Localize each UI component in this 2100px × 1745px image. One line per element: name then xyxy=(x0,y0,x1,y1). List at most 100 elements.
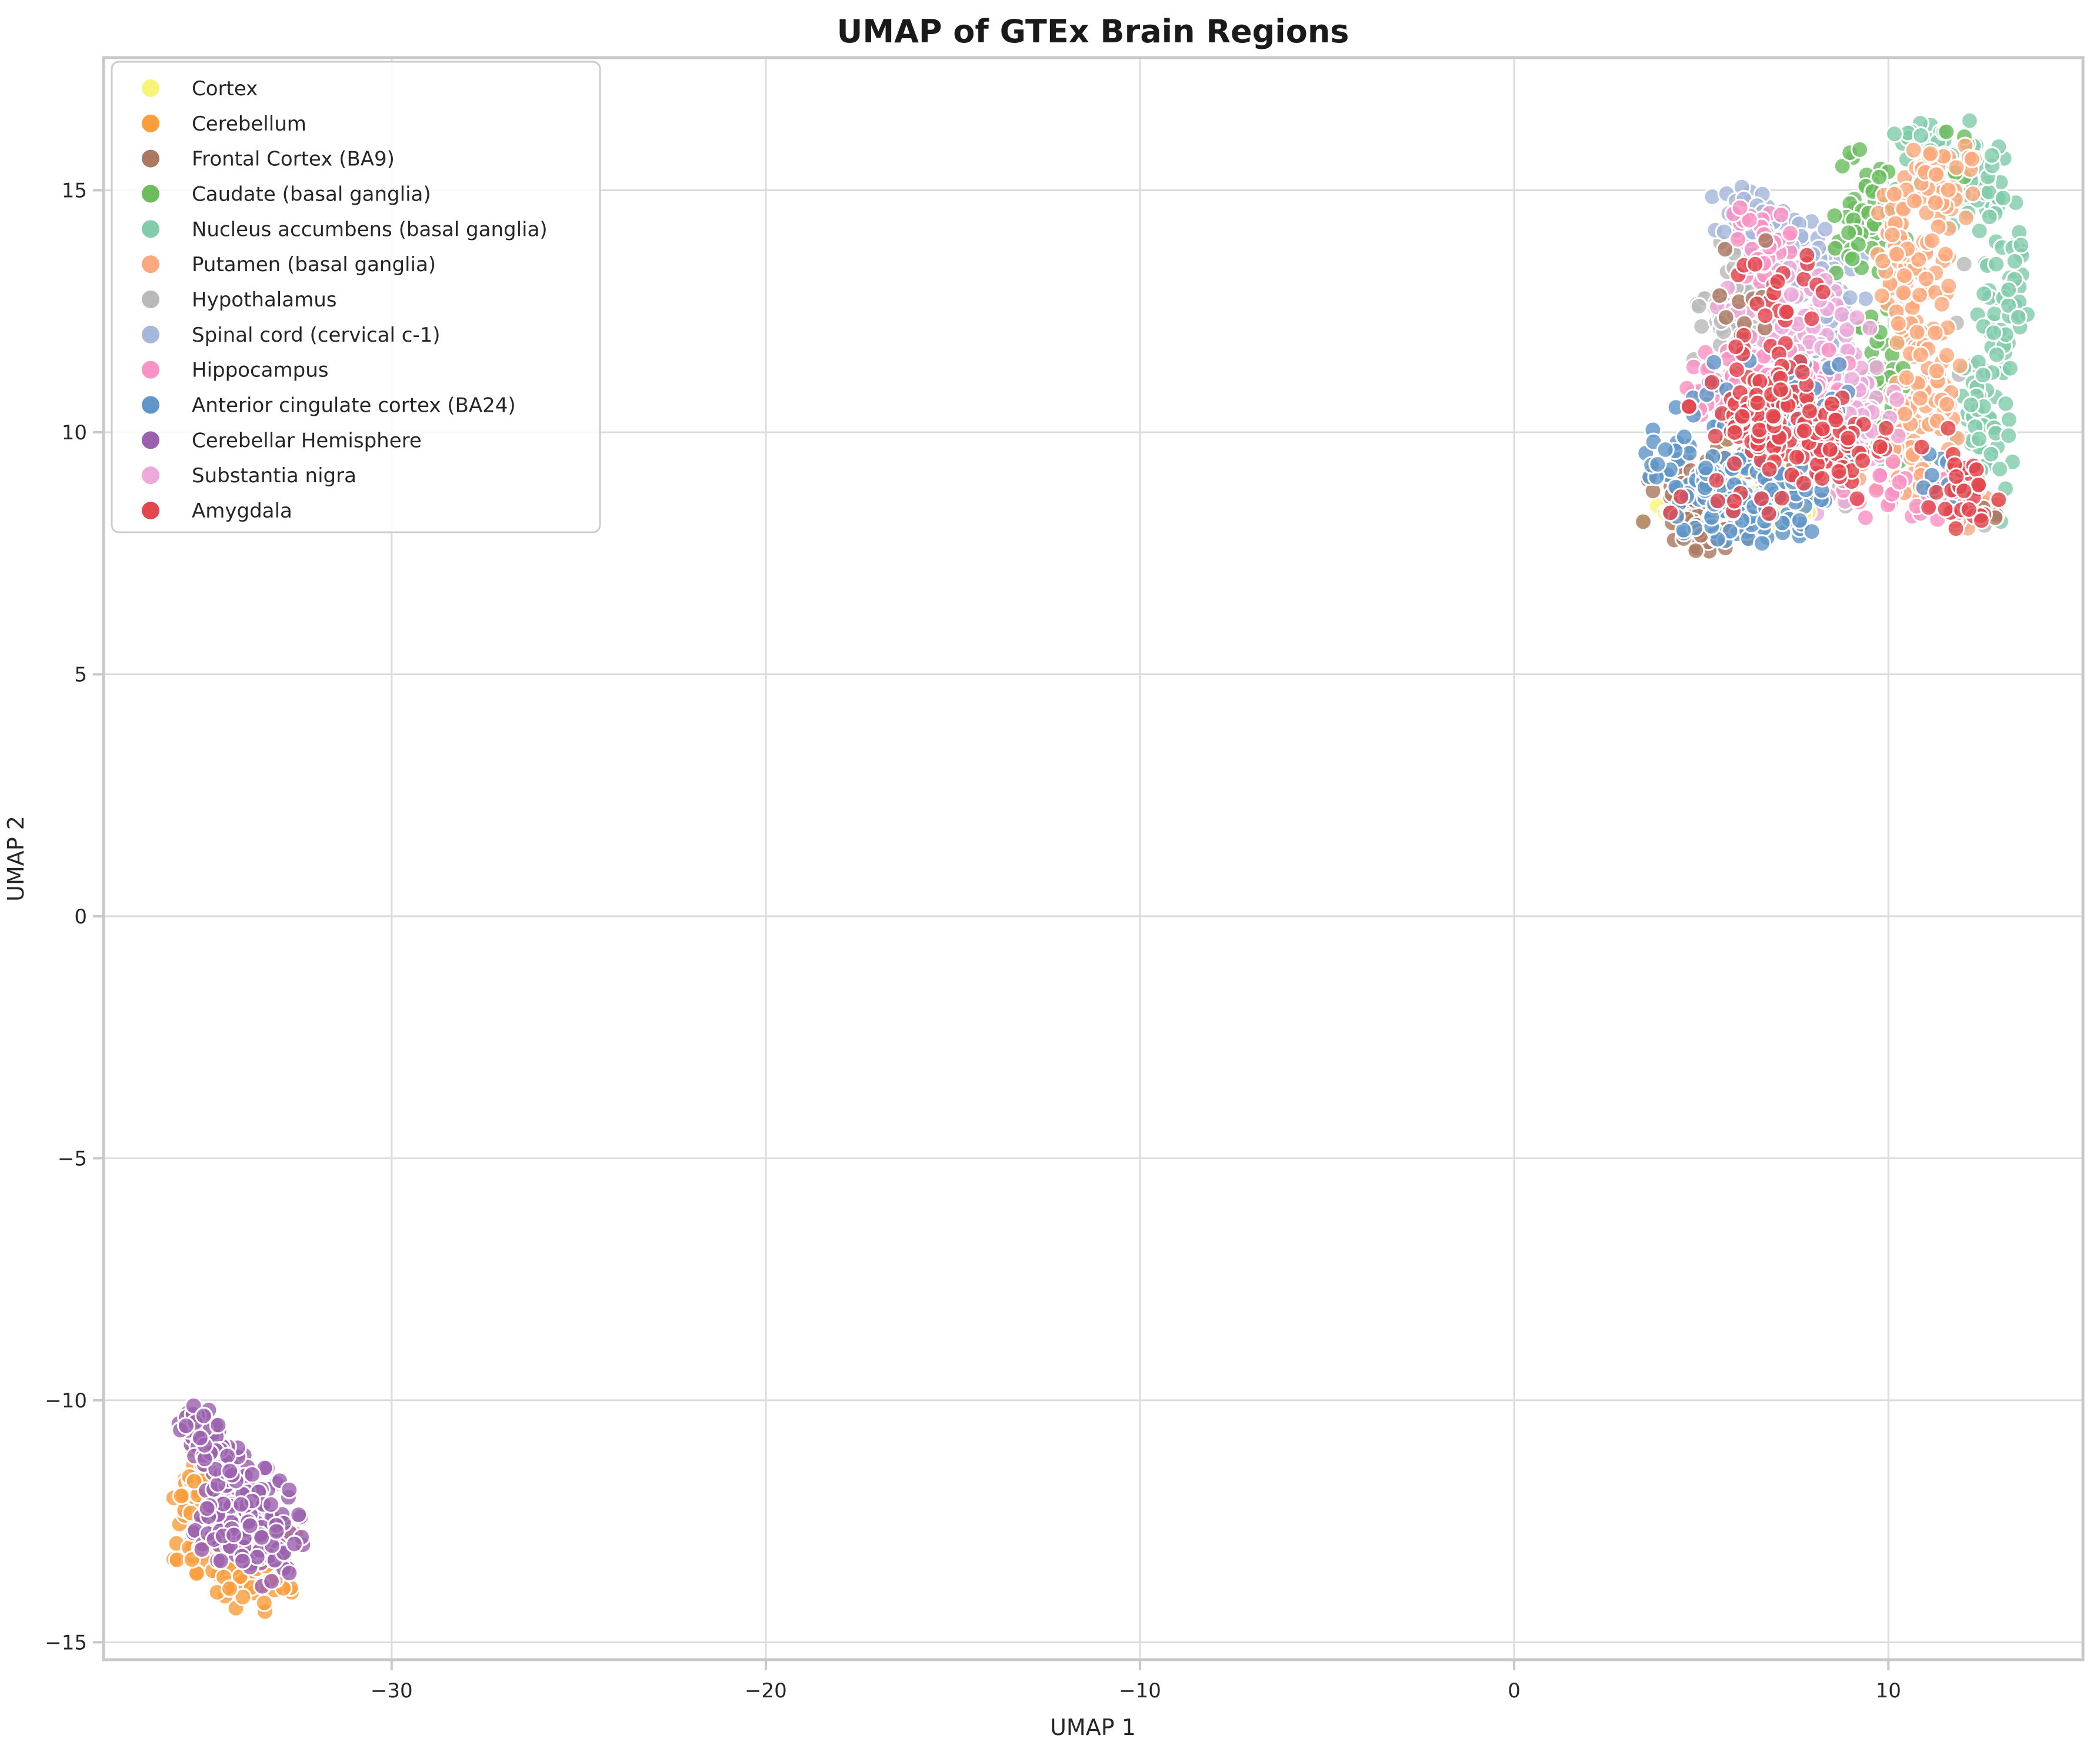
scatter-point xyxy=(1939,419,1958,438)
scatter-point xyxy=(1856,289,1875,308)
y-tick-label: −15 xyxy=(45,1631,87,1654)
scatter-point xyxy=(218,1446,237,1466)
scatter-point xyxy=(232,1495,251,1514)
legend-label: Hippocampus xyxy=(192,359,328,382)
legend-swatch xyxy=(142,255,159,273)
scatter-point xyxy=(1826,239,1845,258)
scatter-point xyxy=(1982,146,2001,165)
scatter-point xyxy=(192,1540,211,1559)
scatter-point xyxy=(1996,394,2015,413)
scatter-point xyxy=(1746,255,1765,273)
scatter-point xyxy=(1887,245,1906,263)
legend-item-nucleus-accumbens-basal-ganglia-: Nucleus accumbens (basal ganglia) xyxy=(142,218,548,241)
legend-item-spinal-cord-cervical-c-1-: Spinal cord (cervical c-1) xyxy=(142,323,441,347)
scatter-point xyxy=(1756,231,1775,250)
scatter-point xyxy=(1771,380,1790,399)
legend-swatch xyxy=(142,220,159,238)
scatter-point xyxy=(1716,308,1735,327)
scatter-point xyxy=(1932,295,1951,314)
scatter-point xyxy=(1782,285,1801,304)
scatter-point xyxy=(1731,198,1749,217)
scatter-point xyxy=(233,1552,252,1570)
scatter-point xyxy=(1727,360,1746,379)
scatter-point xyxy=(1987,255,2006,273)
legend: Cortex Cerebellum Frontal Cortex (BA9) Caud… xyxy=(111,61,601,533)
scatter-point xyxy=(1812,469,1831,488)
scatter-point xyxy=(1927,362,1946,381)
scatter-point xyxy=(1964,185,1982,203)
scatter-point xyxy=(1980,208,1999,226)
scatter-point xyxy=(1829,462,1848,481)
scatter-point xyxy=(1708,492,1727,511)
scatter-point xyxy=(1710,286,1729,305)
scatter-point xyxy=(1768,272,1787,291)
scatter-point xyxy=(1740,211,1759,229)
scatter-point xyxy=(1813,419,1832,438)
scatter-point xyxy=(1725,454,1744,473)
scatter-point xyxy=(1908,323,1926,342)
scatter-point xyxy=(1911,345,1930,364)
axes-spines xyxy=(102,56,2085,1661)
scatter-point xyxy=(1696,459,1715,478)
scatter-point xyxy=(1922,466,1941,485)
scatter-point xyxy=(1848,308,1866,327)
legend-item-cortex: Cortex xyxy=(142,77,258,101)
scatter-point xyxy=(2005,252,2024,271)
scatter-point xyxy=(172,1487,191,1506)
scatter-point xyxy=(1936,500,1955,519)
scatter-point xyxy=(1764,406,1783,426)
scatter-point xyxy=(1946,519,1965,538)
legend-item-cerebellum: Cerebellum xyxy=(142,112,306,136)
scatter-point xyxy=(1705,353,1724,372)
spine-layer xyxy=(102,56,2085,1661)
scatter-point xyxy=(1706,427,1725,446)
series-amygdala xyxy=(1661,246,2008,538)
scatter-point xyxy=(1839,223,1858,242)
scatter-point xyxy=(1883,225,1902,244)
x-tick-label: 10 xyxy=(1876,1679,1901,1703)
scatter-point xyxy=(224,1526,244,1544)
y-tick-label: 10 xyxy=(62,421,87,445)
scatter-point xyxy=(185,1472,204,1491)
y-axis-label: UMAP 2 xyxy=(3,816,29,902)
legend-item-amygdala: Amygdala xyxy=(142,499,292,523)
scatter-point xyxy=(1752,534,1772,553)
scatter-point xyxy=(1843,249,1862,268)
scatter-point xyxy=(1707,471,1726,490)
scatter-point xyxy=(1851,140,1869,159)
scatter-point xyxy=(1725,423,1744,442)
grid-layer xyxy=(104,58,2083,1660)
x-tick-label: −10 xyxy=(1119,1679,1161,1703)
tick-layer: −30 −20 −10 0 10 15 10 5 0 −5 −10 −15 xyxy=(45,179,1901,1703)
x-tick-label: −30 xyxy=(371,1679,413,1703)
scatter-point xyxy=(1955,482,1974,501)
scatter-point xyxy=(1841,288,1859,307)
scatter-point xyxy=(1960,111,1979,130)
scatter-point xyxy=(1926,193,1945,212)
y-tick-label: −5 xyxy=(58,1147,87,1170)
chart-title: UMAP of GTEx Brain Regions xyxy=(837,13,1349,50)
scatter-point xyxy=(1772,205,1791,224)
legend-swatch xyxy=(142,114,159,132)
legend-label: Anterior cingulate cortex (BA24) xyxy=(192,394,516,418)
scatter-point xyxy=(1876,419,1895,438)
scatter-point xyxy=(1889,314,1908,333)
scatter-point xyxy=(1672,488,1691,506)
legend-swatch xyxy=(142,79,159,97)
scatter-point xyxy=(221,1579,239,1598)
scatter-point xyxy=(1795,421,1814,441)
scatter-point xyxy=(1947,467,1966,486)
scatter-point xyxy=(1994,189,2012,208)
scatter-point xyxy=(1937,346,1956,365)
scatter-point xyxy=(221,1462,239,1480)
scatter-point xyxy=(1999,410,2018,429)
scatter-point xyxy=(1679,397,1698,416)
scatter-point xyxy=(1821,440,1839,459)
scatter-point xyxy=(1999,281,2018,299)
scatter-point xyxy=(1885,185,1904,203)
scatter-point xyxy=(1748,393,1767,412)
scatter-point xyxy=(1982,445,2001,463)
legend-swatch xyxy=(142,396,159,414)
legend-item-hippocampus: Hippocampus xyxy=(142,359,328,382)
scatter-point xyxy=(1989,491,2008,509)
